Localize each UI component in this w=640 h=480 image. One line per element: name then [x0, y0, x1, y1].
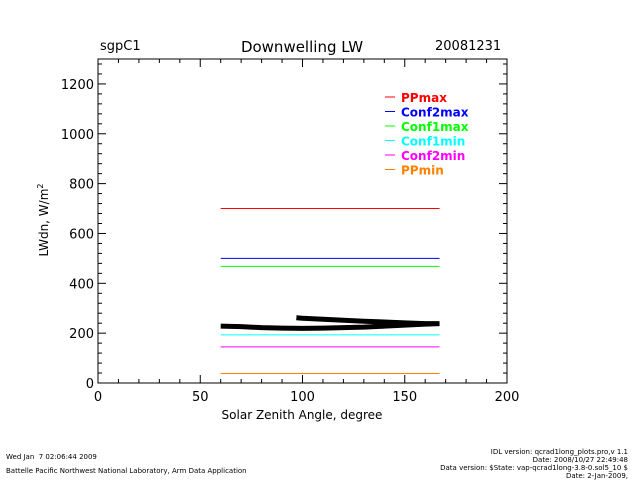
footer-data-version: Data version: $State: vap-qcrad1long-3.8… [440, 464, 628, 472]
legend-label: Conf2max [401, 106, 469, 120]
x-tick-label: 200 [495, 390, 520, 405]
x-tick-label: 0 [94, 390, 102, 405]
footer-idl-date: Date: 2008/10/27 22:49:48 [532, 456, 628, 464]
legend-label: Conf2min [401, 149, 465, 163]
y-axis-label-sup: 2 [36, 184, 45, 189]
legend-label: Conf1min [401, 135, 465, 149]
y-tick-label: 600 [69, 227, 94, 242]
x-tick-label: 150 [392, 390, 417, 405]
date-label: 20081231 [435, 39, 501, 54]
y-axis-label-text: LWdn, W/m [37, 189, 51, 257]
chart-title: Downwelling LW [241, 38, 363, 56]
y-tick-label: 800 [69, 178, 94, 193]
y-tick-label: 1000 [61, 128, 94, 143]
data-line-lwdn [220, 315, 440, 331]
y-tick-label: 1200 [61, 78, 94, 93]
y-axis-label: LWdn, W/m2 [36, 184, 51, 257]
y-tick-label: 400 [69, 277, 94, 292]
legend-label: PPmax [401, 91, 447, 105]
footer-lab: Battelle Pacific Northwest National Labo… [6, 467, 247, 475]
y-tick-label: 200 [69, 327, 94, 342]
legend-label: Conf1max [401, 120, 469, 134]
x-tick-label: 100 [290, 390, 315, 405]
x-axis-label: Solar Zenith Angle, degree [222, 408, 383, 422]
y-tick-label: 0 [86, 377, 94, 392]
footer-data-date: Date: 2-Jan-2009, [565, 472, 628, 480]
legend-label: PPmin [401, 164, 444, 178]
footer-timestamp: Wed Jan 7 02:06:44 2009 [6, 453, 97, 461]
x-tick-label: 50 [192, 390, 209, 405]
footer-idl-version: IDL version: qcrad1long_plots.pro,v 1.1 [490, 448, 628, 456]
site-label: sgpC1 [100, 39, 141, 54]
